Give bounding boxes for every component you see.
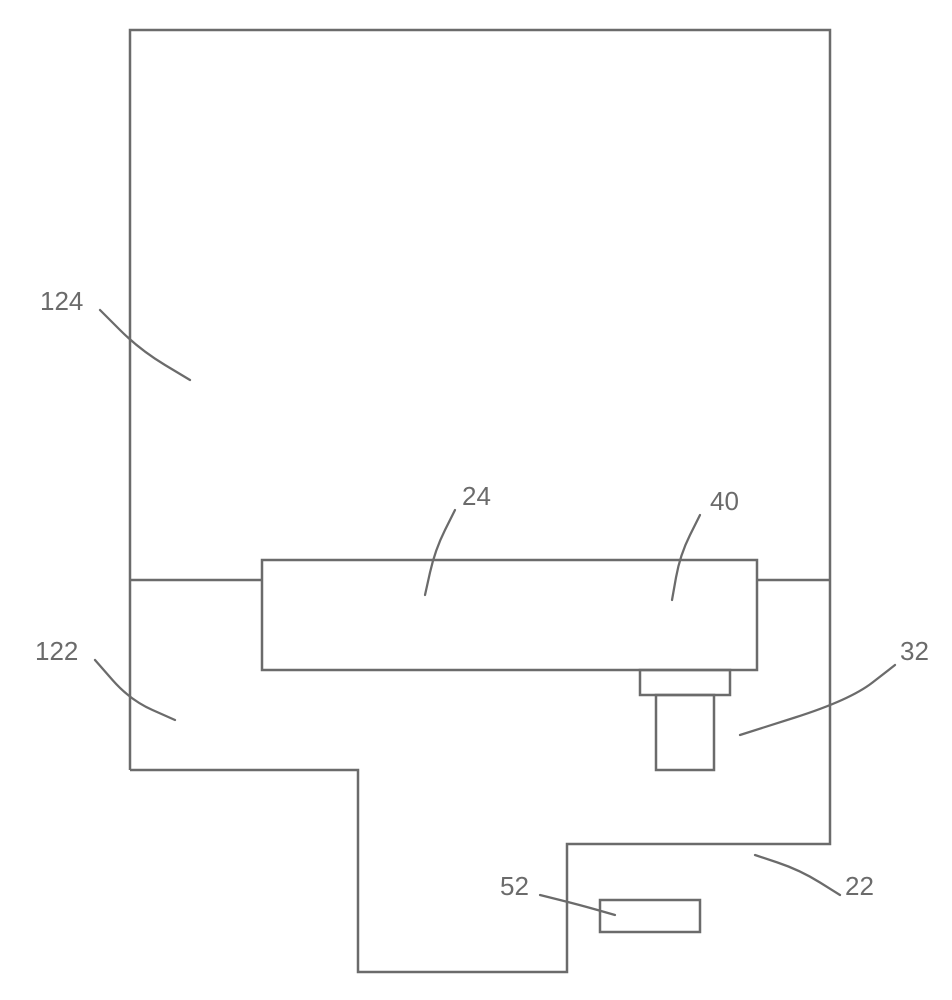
label-122: 122	[35, 636, 78, 666]
shape-rect_24	[262, 560, 757, 670]
leader-40	[672, 515, 700, 600]
leader-52	[540, 895, 615, 915]
label-124: 124	[40, 286, 83, 316]
label-52: 52	[500, 871, 529, 901]
shape-rect_32	[656, 695, 714, 770]
leader-22	[755, 855, 840, 895]
leader-122	[95, 660, 175, 720]
leader-32	[740, 665, 895, 735]
label-40: 40	[710, 486, 739, 516]
label-22: 22	[845, 871, 874, 901]
leader-124	[100, 310, 190, 380]
leader-24	[425, 510, 455, 595]
label-32: 32	[900, 636, 929, 666]
label-24: 24	[462, 481, 491, 511]
shape-rect_40	[640, 670, 730, 695]
